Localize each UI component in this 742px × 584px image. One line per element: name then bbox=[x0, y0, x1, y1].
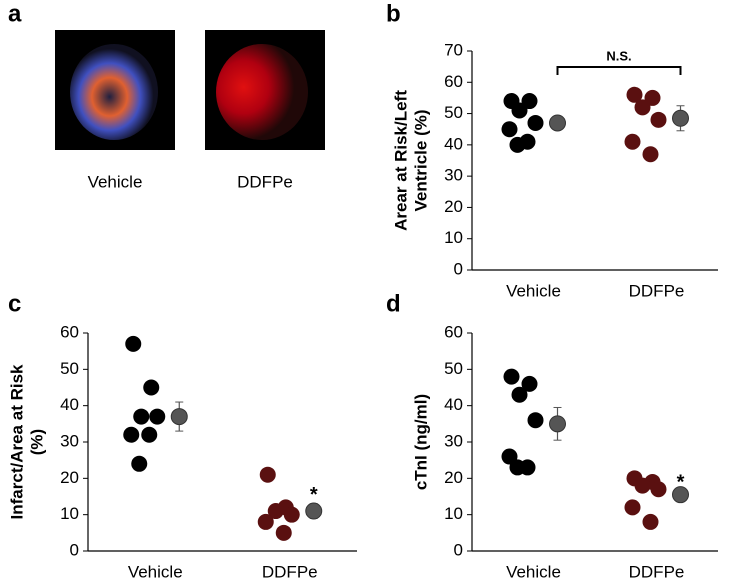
y-axis-label: Arear at Risk/Left bbox=[391, 90, 410, 231]
data-point bbox=[503, 368, 520, 385]
significance-bracket bbox=[556, 66, 682, 75]
annotation: * bbox=[677, 471, 685, 493]
data-point bbox=[650, 481, 667, 498]
image-caption: DDFPe bbox=[237, 172, 293, 191]
y-axis-label: Infarct/Area at Risk bbox=[7, 364, 26, 519]
mean-marker bbox=[549, 415, 566, 433]
data-point bbox=[624, 133, 641, 150]
y-tick-label: 30 bbox=[60, 431, 79, 450]
x-tick-label: DDFPe bbox=[629, 562, 685, 579]
data-point bbox=[257, 513, 274, 530]
y-axis-label: (%) bbox=[27, 429, 46, 455]
annotation: N.S. bbox=[606, 48, 631, 63]
y-tick-label: 40 bbox=[60, 395, 79, 414]
y-tick-label: 20 bbox=[444, 468, 463, 487]
x-tick-label: Vehicle bbox=[128, 562, 183, 579]
annotation: * bbox=[310, 484, 318, 506]
panel-label: b bbox=[386, 0, 401, 27]
y-tick-label: 50 bbox=[444, 103, 463, 122]
y-tick-label: 20 bbox=[60, 468, 79, 487]
data-point bbox=[283, 506, 300, 523]
data-point bbox=[509, 459, 526, 476]
y-tick-label: 30 bbox=[444, 431, 463, 450]
y-tick-label: 40 bbox=[444, 134, 463, 153]
data-point bbox=[133, 408, 150, 425]
data-point bbox=[275, 524, 292, 541]
data-point bbox=[642, 146, 659, 163]
y-tick-label: 10 bbox=[444, 504, 463, 523]
mean-marker bbox=[170, 408, 188, 426]
data-point bbox=[634, 477, 651, 494]
data-point bbox=[624, 499, 641, 516]
data-point bbox=[527, 114, 544, 131]
data-point bbox=[141, 426, 158, 443]
data-point bbox=[259, 466, 276, 483]
y-tick-label: 0 bbox=[70, 540, 79, 559]
panel-label: c bbox=[8, 290, 21, 317]
data-point bbox=[521, 375, 538, 392]
data-point bbox=[501, 121, 518, 138]
y-tick-label: 50 bbox=[60, 359, 79, 378]
mean-marker bbox=[672, 486, 689, 504]
y-tick-label: 0 bbox=[454, 540, 463, 559]
y-tick-label: 70 bbox=[444, 40, 463, 59]
data-point bbox=[527, 412, 544, 429]
x-tick-label: Vehicle bbox=[506, 281, 561, 300]
data-point bbox=[125, 335, 142, 352]
panel-label: a bbox=[8, 0, 22, 27]
data-point bbox=[123, 426, 140, 443]
data-point bbox=[267, 503, 284, 520]
x-tick-label: Vehicle bbox=[506, 562, 561, 579]
heart-slice bbox=[70, 44, 158, 140]
x-tick-label: DDFPe bbox=[262, 562, 318, 579]
y-axis-label: cTnI (ng/ml) bbox=[411, 394, 430, 490]
mean-marker bbox=[305, 502, 323, 520]
data-point bbox=[131, 455, 148, 472]
y-tick-label: 30 bbox=[444, 166, 463, 185]
data-point bbox=[149, 408, 166, 425]
data-point bbox=[650, 111, 667, 128]
data-point bbox=[511, 102, 528, 119]
y-tick-label: 60 bbox=[444, 72, 463, 91]
data-point bbox=[634, 99, 651, 116]
y-tick-label: 40 bbox=[444, 395, 463, 414]
y-tick-label: 20 bbox=[444, 197, 463, 216]
y-tick-label: 10 bbox=[444, 228, 463, 247]
image-caption: Vehicle bbox=[88, 172, 143, 191]
panel-label: d bbox=[386, 290, 401, 317]
y-axis-label: Ventricle (%) bbox=[411, 109, 430, 211]
data-point bbox=[509, 136, 526, 153]
data-point bbox=[644, 89, 661, 106]
y-tick-label: 50 bbox=[444, 359, 463, 378]
mean-marker bbox=[549, 114, 566, 132]
data-point bbox=[626, 86, 643, 103]
heart-slice bbox=[216, 44, 308, 140]
data-point bbox=[511, 386, 528, 403]
y-tick-label: 0 bbox=[454, 259, 463, 278]
y-tick-label: 60 bbox=[444, 322, 463, 341]
x-tick-label: DDFPe bbox=[629, 281, 685, 300]
y-tick-label: 10 bbox=[60, 504, 79, 523]
y-tick-label: 60 bbox=[60, 322, 79, 341]
data-point bbox=[521, 93, 538, 110]
data-point bbox=[642, 513, 659, 530]
mean-marker bbox=[672, 109, 689, 127]
data-point bbox=[143, 379, 160, 396]
